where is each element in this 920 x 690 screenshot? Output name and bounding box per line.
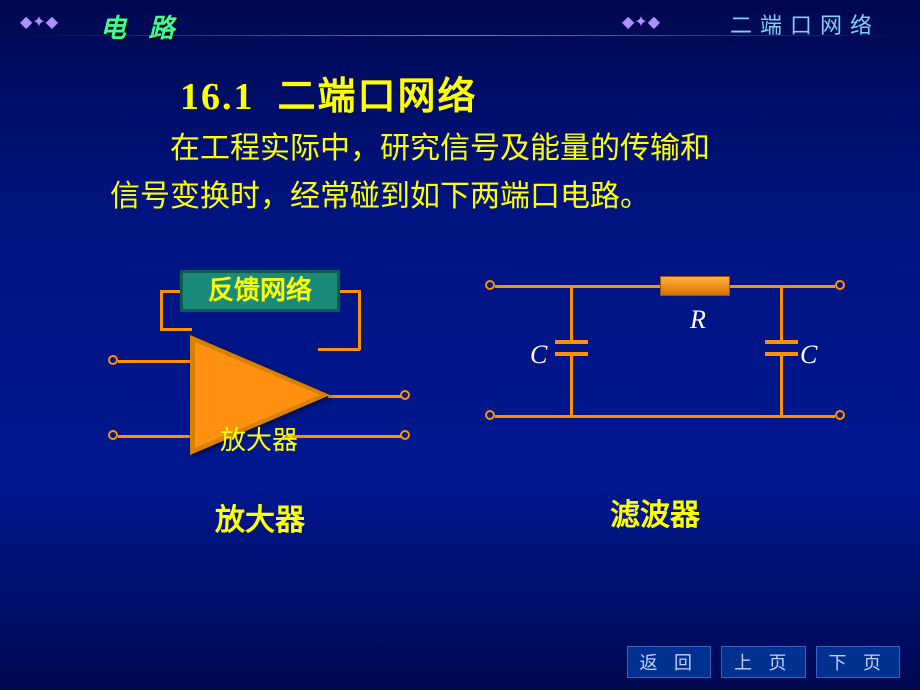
filter-circuit: R C C <box>480 270 860 450</box>
filter-in-bottom <box>485 410 495 420</box>
section-number: 16.1 <box>180 76 255 118</box>
amplifier-label: 放大器 <box>220 420 298 457</box>
wire <box>160 290 180 293</box>
header-divider <box>20 35 900 36</box>
wire <box>328 395 402 398</box>
capacitor-label-2: C <box>800 340 817 370</box>
body-text: 在工程实际中，研究信号及能量的传输和 信号变换时，经常碰到如下两端口电路。 <box>110 125 840 221</box>
decor-right: ◆✦◆ <box>622 12 660 32</box>
nav-buttons: 返 回 上 页 下 页 <box>627 646 901 678</box>
capacitor-plate <box>555 340 588 344</box>
wire <box>160 328 192 331</box>
amplifier-title: 放大器 <box>215 495 305 539</box>
wire <box>495 285 660 288</box>
body-line-2: 信号变换时，经常碰到如下两端口电路。 <box>110 173 840 221</box>
input-terminal-bottom <box>108 430 118 440</box>
filter-title: 滤波器 <box>610 490 700 534</box>
resistor <box>660 276 730 296</box>
filter-in-top <box>485 280 495 290</box>
wire <box>340 290 360 293</box>
capacitor-plate <box>765 340 798 344</box>
body-line-1: 在工程实际中，研究信号及能量的传输和 <box>170 132 710 165</box>
wire <box>495 415 835 418</box>
filter-out-bottom <box>835 410 845 420</box>
wire <box>570 356 573 416</box>
prev-button[interactable]: 上 页 <box>721 646 806 678</box>
next-button[interactable]: 下 页 <box>816 646 901 678</box>
capacitor-label-1: C <box>530 340 547 370</box>
wire <box>570 285 573 340</box>
wire <box>118 435 192 438</box>
section-name: 二端口网络 <box>278 76 478 118</box>
course-title: 电 路 <box>100 8 183 45</box>
return-button[interactable]: 返 回 <box>627 646 712 678</box>
resistor-label: R <box>690 305 706 335</box>
input-terminal-top <box>108 355 118 365</box>
feedback-network-box: 反馈网络 <box>180 270 340 312</box>
slide-title: 16.1 二端口网络 <box>180 65 478 120</box>
decor-left: ◆✦◆ <box>20 12 58 32</box>
wire <box>780 285 783 340</box>
wire <box>118 360 192 363</box>
wire <box>358 290 361 350</box>
header: ◆✦◆ 电 路 ◆✦◆ 二端口网络 <box>0 0 920 40</box>
wire <box>160 290 163 330</box>
diagram-area: 反馈网络 放大器 放大器 <box>0 250 920 600</box>
filter-out-top <box>835 280 845 290</box>
amplifier-circuit: 反馈网络 放大器 <box>100 260 430 490</box>
wire <box>780 356 783 416</box>
